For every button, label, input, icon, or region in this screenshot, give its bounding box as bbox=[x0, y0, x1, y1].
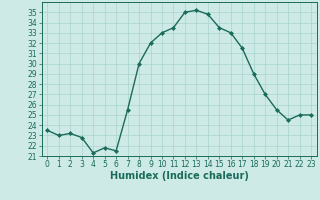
X-axis label: Humidex (Indice chaleur): Humidex (Indice chaleur) bbox=[110, 171, 249, 181]
